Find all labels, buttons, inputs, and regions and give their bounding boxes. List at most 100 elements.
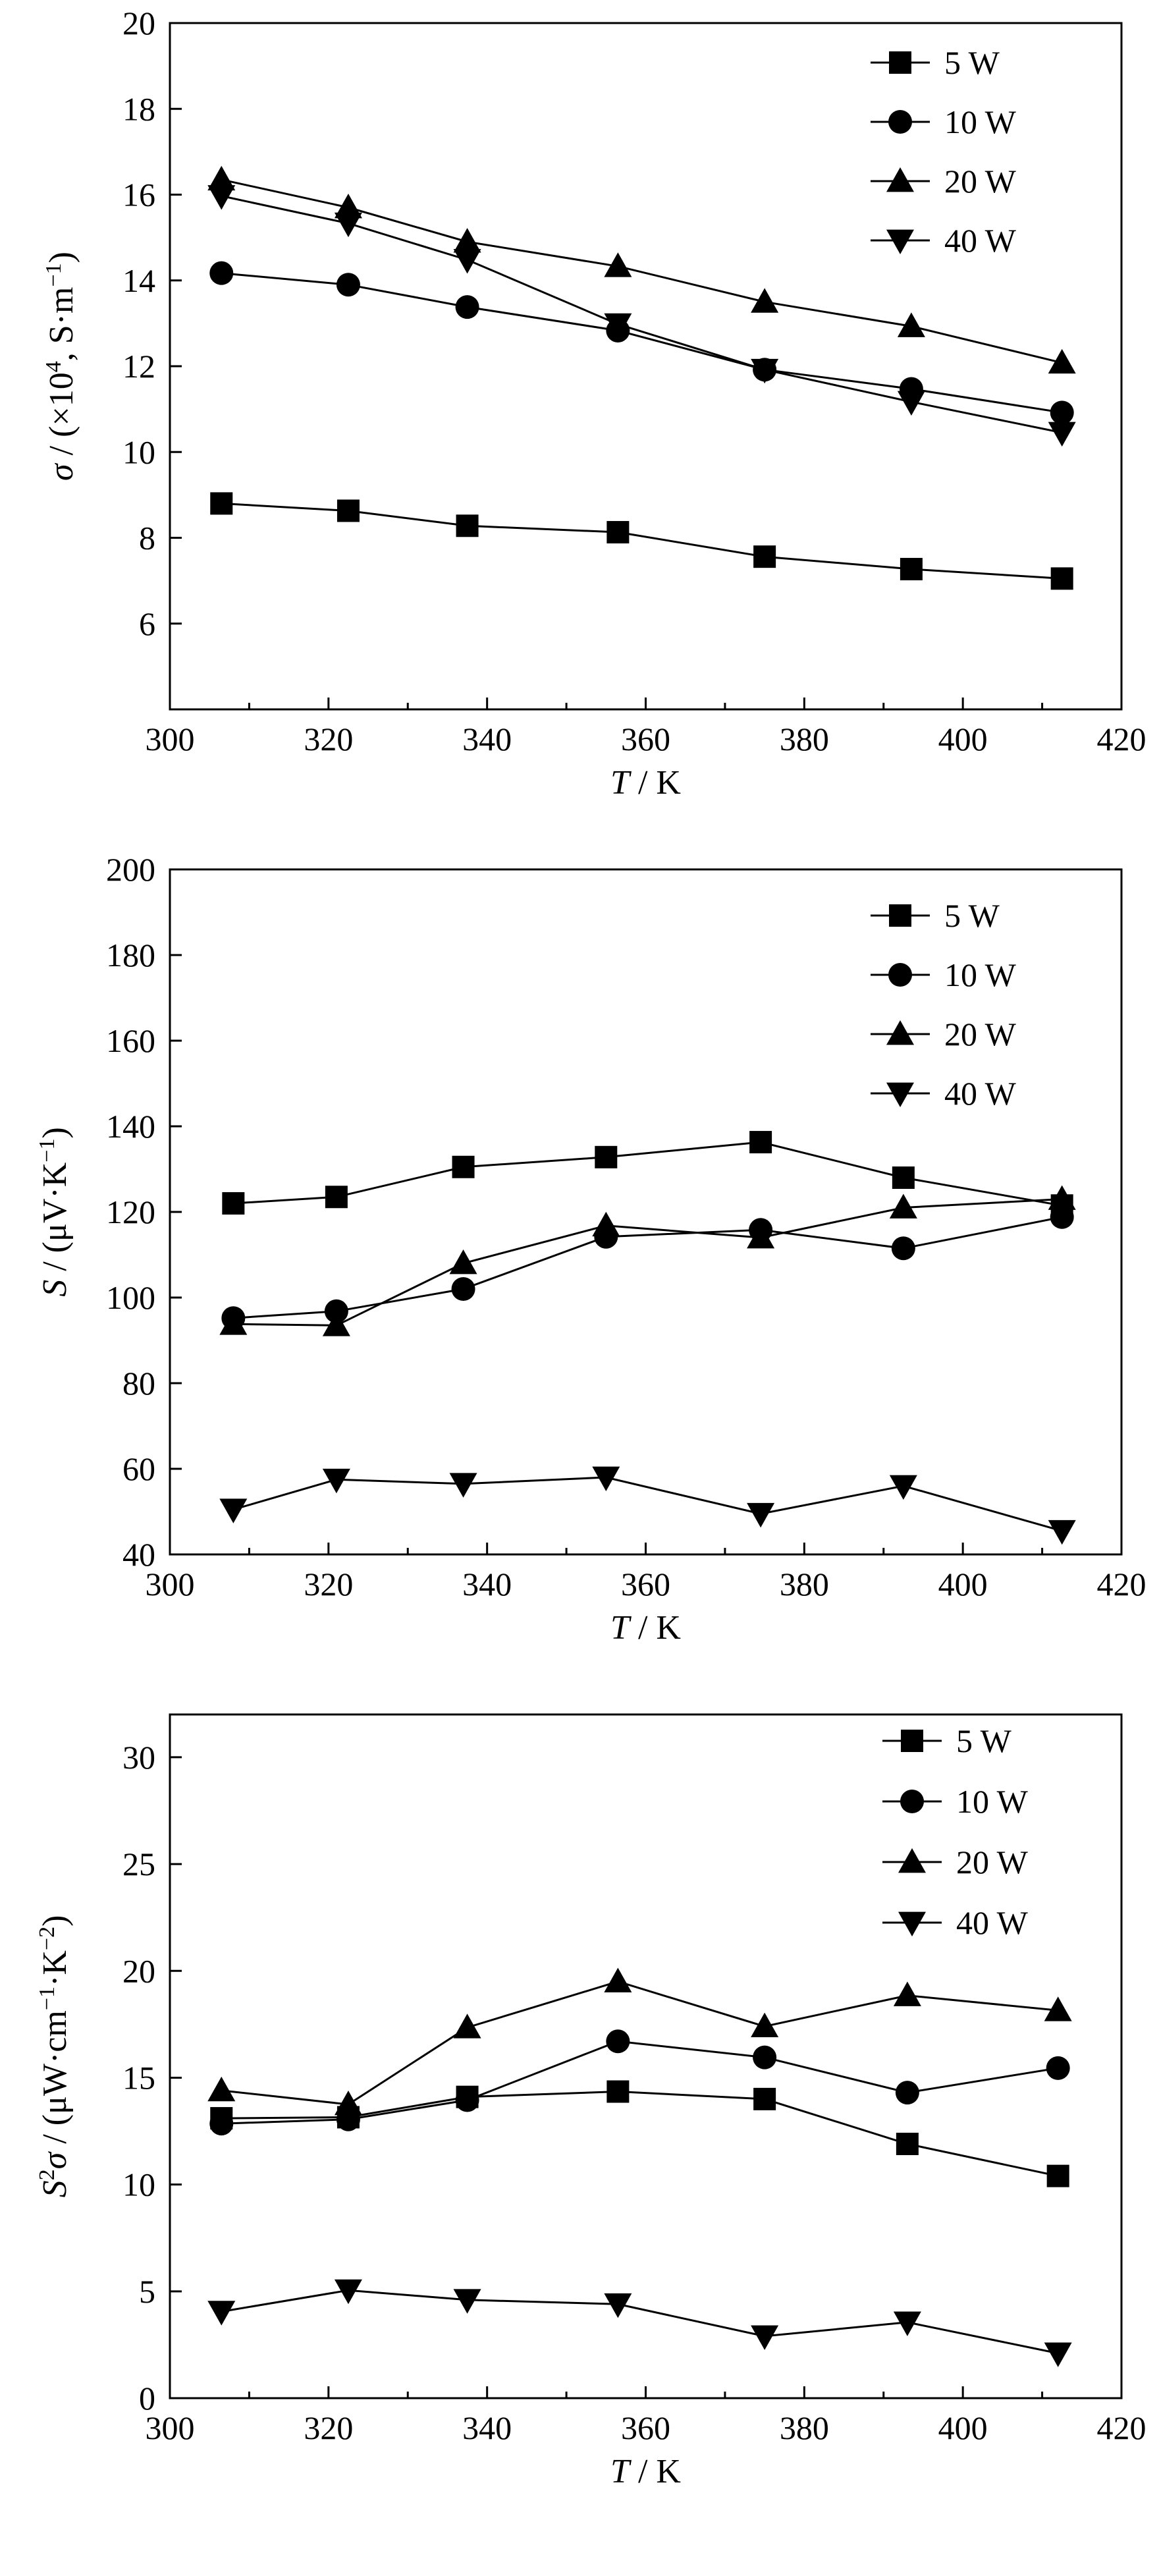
y-axis-label-part: 2: [35, 2169, 59, 2180]
legend-entry: 5 W: [871, 897, 1000, 934]
data-point: [449, 1473, 477, 1498]
series-line: [233, 1198, 1062, 1327]
y-tick-label: 5: [139, 2273, 155, 2310]
x-tick-label: 360: [621, 1566, 670, 1603]
data-point: [592, 1211, 620, 1237]
y-tick-label: 200: [106, 851, 155, 888]
x-tick-label: 340: [462, 1566, 512, 1603]
legend-entry: 20 W: [871, 163, 1017, 200]
y-tick-label: 20: [122, 1952, 155, 1989]
data-point: [1046, 2056, 1070, 2080]
series-20w: [207, 165, 1076, 374]
x-tick-label: 360: [621, 2409, 670, 2446]
y-tick-label: 15: [122, 2059, 155, 2096]
legend-entry: 20 W: [882, 1844, 1029, 1880]
series-line: [233, 1216, 1062, 1319]
data-point: [1048, 1185, 1076, 1210]
legend-marker: [898, 1848, 926, 1873]
y-axis-label-part: ·K: [36, 1950, 74, 1987]
legend-label: 5 W: [956, 1722, 1012, 1759]
legend-marker: [886, 229, 914, 254]
series-40w: [207, 2279, 1072, 2367]
legend-entry: 10 W: [871, 103, 1017, 140]
data-point: [209, 2112, 234, 2136]
data-point: [1048, 348, 1076, 374]
y-axis-label-part: / (μV·K: [36, 1162, 74, 1280]
legend-marker: [886, 1082, 914, 1107]
y-axis-label-part: −1: [35, 1139, 59, 1163]
data-point: [453, 2289, 481, 2314]
data-point: [455, 2088, 479, 2112]
y-axis-label-part: ): [36, 1127, 74, 1138]
x-axis-label-part: T: [610, 764, 632, 802]
data-point: [747, 1502, 775, 1528]
x-tick-label: 300: [146, 721, 195, 757]
legend-label: 10 W: [944, 956, 1017, 993]
data-point: [751, 358, 779, 384]
data-point: [1050, 1205, 1074, 1229]
y-tick-label: 18: [122, 90, 155, 127]
x-axis-label-part: / K: [630, 2453, 681, 2490]
data-point: [751, 2012, 779, 2037]
data-point: [606, 2029, 630, 2054]
data-point: [325, 1186, 348, 1209]
x-axis-label-part: / K: [630, 764, 681, 802]
legend-label: 5 W: [944, 897, 1000, 934]
y-axis-label-part: −1: [35, 1987, 59, 2010]
x-tick-label: 380: [780, 1566, 829, 1603]
legend-label: 20 W: [956, 1844, 1029, 1880]
data-point: [753, 545, 776, 568]
data-point: [337, 499, 360, 522]
y-tick-label: 8: [139, 520, 155, 557]
data-point: [900, 558, 923, 581]
legend-marker: [898, 1911, 926, 1936]
data-point: [1050, 567, 1073, 590]
data-point: [753, 2087, 776, 2110]
data-point: [207, 2301, 236, 2326]
legend-marker: [886, 167, 914, 192]
legend-marker: [886, 1020, 914, 1045]
data-point: [334, 194, 362, 219]
data-point: [334, 2279, 362, 2305]
data-point: [604, 1967, 632, 1992]
data-point: [606, 2080, 630, 2103]
y-tick-label: 0: [139, 2380, 155, 2417]
series-20w: [219, 1185, 1076, 1336]
data-point: [1044, 2342, 1072, 2367]
data-point: [891, 1236, 915, 1261]
legend-label: 10 W: [944, 103, 1017, 140]
data-point: [751, 2325, 779, 2350]
data-point: [207, 2076, 236, 2102]
legend-marker: [888, 963, 912, 987]
x-tick-label: 340: [462, 2409, 512, 2446]
y-tick-label: 16: [122, 177, 155, 213]
y-tick-label: 25: [122, 1846, 155, 1882]
data-point: [453, 228, 481, 253]
series-10w: [221, 1205, 1074, 1330]
data-point: [595, 1145, 618, 1168]
data-point: [334, 212, 362, 238]
data-point: [456, 514, 479, 537]
x-tick-label: 300: [146, 1566, 195, 1603]
legend-marker: [889, 904, 911, 927]
y-tick-label: 120: [106, 1193, 155, 1230]
x-axis-label: T / K: [610, 1609, 681, 1647]
data-point: [322, 1311, 350, 1336]
legend-label: 20 W: [944, 163, 1017, 200]
y-axis-label-part: / (μW·cm: [36, 2010, 74, 2152]
data-point: [455, 295, 479, 319]
legend-entry: 40 W: [882, 1904, 1029, 1941]
x-axis-label-part: T: [610, 2453, 632, 2490]
data-point: [453, 2014, 481, 2039]
y-axis-label-part: / (×10: [43, 372, 80, 464]
data-point: [324, 1299, 348, 1323]
data-point: [222, 1192, 245, 1215]
x-tick-label: 420: [1097, 721, 1146, 757]
x-tick-label: 340: [462, 721, 512, 757]
data-point: [747, 1224, 775, 1249]
legend-label: 5 W: [944, 44, 1000, 81]
x-tick-label: 360: [621, 721, 670, 757]
data-point: [334, 2090, 362, 2116]
data-point: [892, 1166, 915, 1189]
